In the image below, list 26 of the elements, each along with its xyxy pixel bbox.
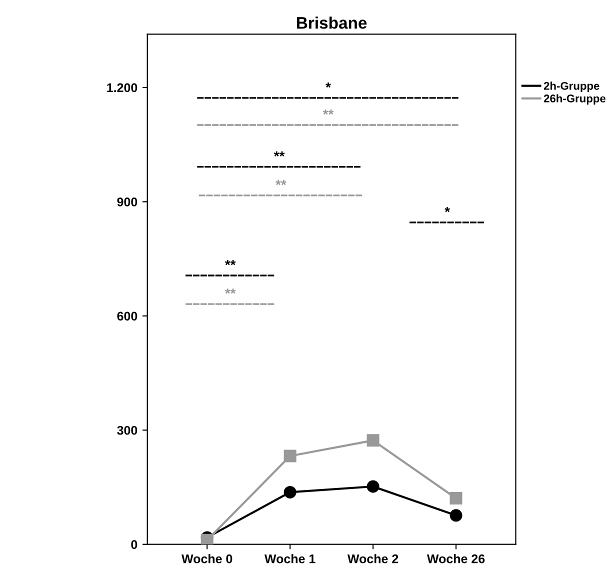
point <box>284 486 296 498</box>
point <box>366 480 380 493</box>
x-tick-label: Woche 0 <box>182 554 232 564</box>
y-tick-label: 0 <box>131 540 138 549</box>
point <box>200 534 214 544</box>
annotation: ** <box>224 260 236 266</box>
x-tick-label: Woche 1 <box>264 554 316 564</box>
legend-label: 26h-Gruppe <box>544 94 606 105</box>
point <box>284 450 296 462</box>
legend-label: 2h-Gruppe <box>544 82 600 92</box>
y-tick-label: 1.200 <box>107 83 138 92</box>
chart-title: Brisbane <box>297 16 367 29</box>
y-tick-label: 300 <box>117 426 138 435</box>
y-tick-label: 600 <box>117 312 138 321</box>
y-tick-label: 900 <box>117 198 138 206</box>
x-tick-label: Woche 2 <box>347 554 398 564</box>
point <box>366 434 380 447</box>
annotation: ** <box>322 110 334 115</box>
annotation: * <box>326 82 331 88</box>
point <box>450 492 462 505</box>
x-tick-label: Woche 26 <box>426 554 485 564</box>
annotation: ** <box>274 151 285 157</box>
annotation: ** <box>224 288 236 294</box>
point <box>450 509 462 522</box>
annotation: ** <box>276 180 286 186</box>
annotation: * <box>444 206 450 212</box>
